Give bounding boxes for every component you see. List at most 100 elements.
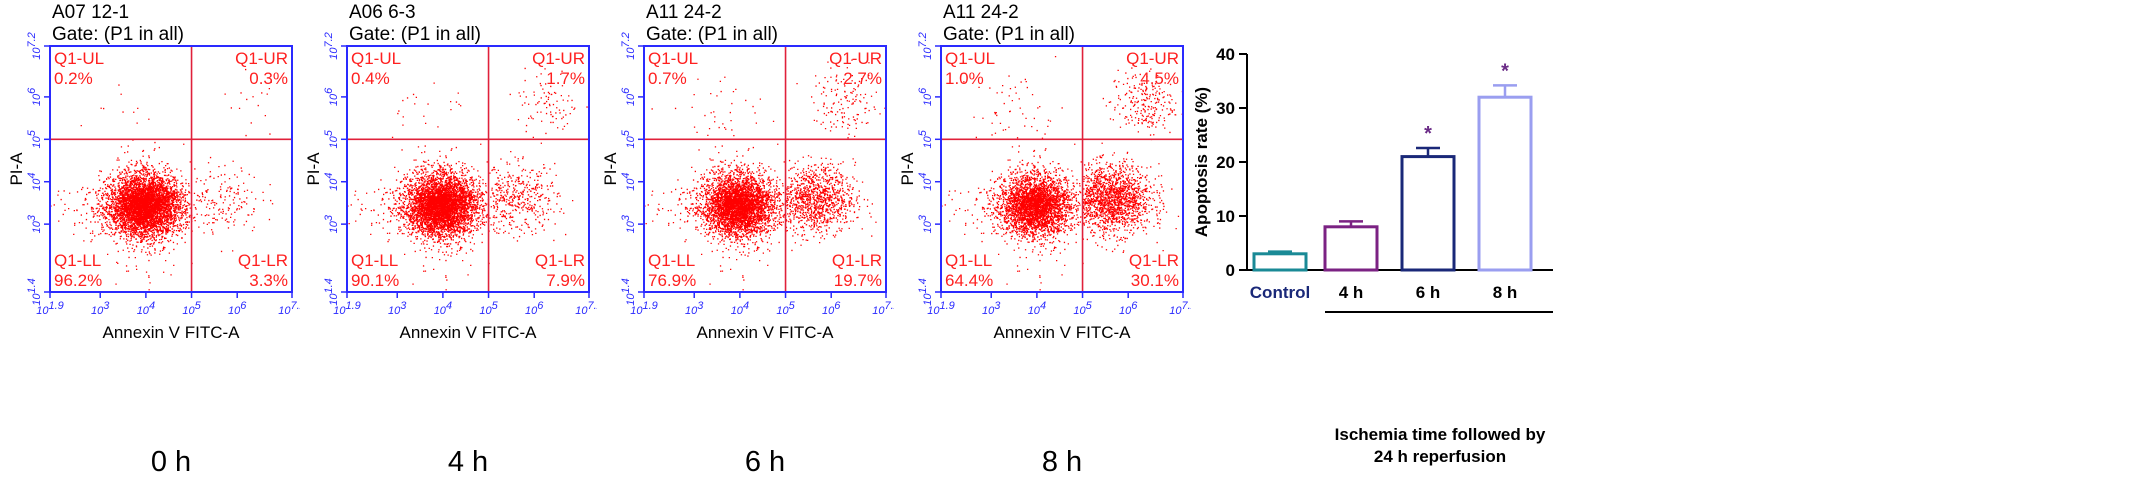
- y-tick-label: 104: [26, 173, 43, 191]
- bar-category-label: 6 h: [1416, 283, 1441, 302]
- quadrant-label-lr: Q1-LR: [535, 251, 585, 270]
- group-caption-line2: 24 h reperfusion: [1373, 447, 1507, 466]
- quadrant-label-ur: Q1-UR: [235, 49, 288, 68]
- quadrant-value-lr: 3.3%: [249, 271, 288, 290]
- apoptosis-bar-chart: 0 10 20 30 40 Apoptosis rate (%) Control 4 h * 6 …: [1192, 45, 1553, 313]
- quadrant-label-ll: Q1-LL: [351, 251, 398, 270]
- x-axis-label: Annexin V FITC-A: [994, 323, 1132, 342]
- quadrant-label-ur: Q1-UR: [532, 49, 585, 68]
- bar-y-tick-label: 40: [1216, 45, 1235, 64]
- y-tick-label: 101.4: [917, 278, 934, 306]
- y-tick-label: 101.4: [620, 278, 637, 306]
- flow-panel-4h: A06 6-3 Gate: (P1 in all) Q1-UL 0.4% Q1-UR…: [297, 0, 597, 493]
- y-tick-label: 106: [917, 87, 934, 106]
- time-label: 4 h: [447, 446, 489, 478]
- time-label: 6 h: [744, 446, 786, 478]
- time-label: 0 h: [150, 446, 192, 478]
- quadrant-label-ll: Q1-LL: [945, 251, 992, 270]
- bar-2: [1400, 155, 1456, 272]
- x-tick-label: 103: [685, 300, 704, 317]
- bar-y-tick-label: 0: [1226, 261, 1235, 280]
- x-tick-label: 104: [434, 300, 452, 317]
- x-tick-label: 104: [137, 300, 155, 317]
- quadrant-label-ur: Q1-UR: [1126, 49, 1179, 68]
- quadrant-label-ll: Q1-LL: [54, 251, 101, 270]
- x-tick-label: 104: [1028, 300, 1046, 317]
- quadrant-label-ul: Q1-UL: [54, 49, 104, 68]
- quadrant-value-ll: 96.2%: [54, 271, 102, 290]
- gate-label: Gate: (P1 in all): [349, 24, 481, 45]
- quadrant-value-ur: 1.7%: [546, 69, 585, 88]
- quadrant-label-lr: Q1-LR: [1129, 251, 1179, 270]
- quadrant-value-ul: 0.7%: [648, 69, 687, 88]
- y-tick-label: 101.4: [26, 278, 43, 306]
- bar-category-label: 8 h: [1493, 283, 1518, 302]
- quadrant-label-lr: Q1-LR: [832, 251, 882, 270]
- y-tick-label: 107.2: [620, 32, 637, 60]
- bar-3: [1477, 95, 1533, 272]
- gate-label: Gate: (P1 in all): [646, 24, 778, 45]
- y-axis-label: PI-A: [304, 152, 323, 186]
- y-axis-label: PI-A: [898, 152, 917, 186]
- group-caption-line1: Ischemia time followed by: [1334, 425, 1546, 444]
- gate-label: Gate: (P1 in all): [52, 24, 184, 45]
- x-tick-label: 107.2: [575, 300, 597, 317]
- x-tick-label: 106: [228, 300, 247, 317]
- y-axis-label: PI-A: [7, 152, 26, 186]
- y-tick-label: 106: [26, 87, 43, 106]
- quadrant-value-ur: 4.5%: [1140, 69, 1179, 88]
- bar-category-label: 4 h: [1339, 283, 1364, 302]
- y-tick-label: 107.2: [323, 32, 340, 60]
- plot-frame: [346, 45, 590, 293]
- y-tick-label: 101.4: [323, 278, 340, 306]
- x-tick-label: 106: [525, 300, 544, 317]
- x-tick-label: 107.2: [1169, 300, 1191, 317]
- y-tick-label: 103: [917, 214, 934, 233]
- bar-y-axis-label: Apoptosis rate (%): [1192, 87, 1211, 237]
- bar-category-label: Control: [1250, 283, 1310, 302]
- x-tick-label: 105: [1073, 300, 1092, 317]
- y-tick-label: 105: [620, 129, 637, 148]
- x-tick-label: 101.9: [333, 300, 361, 317]
- sample-name: A06 6-3: [349, 2, 416, 23]
- x-tick-label: 103: [982, 300, 1001, 317]
- x-tick-label: 106: [1119, 300, 1138, 317]
- y-tick-label: 103: [26, 214, 43, 233]
- y-tick-label: 106: [620, 87, 637, 106]
- x-tick-label: 105: [776, 300, 795, 317]
- quadrant-value-ll: 90.1%: [351, 271, 399, 290]
- x-tick-label: 101.9: [630, 300, 658, 317]
- quadrant-value-ll: 64.4%: [945, 271, 993, 290]
- x-tick-label: 105: [479, 300, 498, 317]
- bar-1: [1323, 225, 1379, 272]
- quadrant-label-ll: Q1-LL: [648, 251, 695, 270]
- flow-panel-8h: A11 24-2 Gate: (P1 in all) Q1-UL 1.0% Q1-U…: [891, 0, 1191, 493]
- gate-label: Gate: (P1 in all): [943, 24, 1075, 45]
- y-tick-label: 104: [620, 173, 637, 191]
- quadrant-label-ul: Q1-UL: [351, 49, 401, 68]
- flow-panel-0h: A07 12-1 Gate: (P1 in all) Q1-UL 0.2% Q1-U…: [0, 0, 300, 493]
- x-tick-label: 103: [91, 300, 110, 317]
- y-tick-label: 106: [323, 87, 340, 106]
- significance-star: *: [1501, 60, 1509, 82]
- quadrant-label-lr: Q1-LR: [238, 251, 288, 270]
- x-tick-label: 105: [182, 300, 201, 317]
- y-tick-label: 104: [323, 173, 340, 191]
- x-tick-label: 101.9: [36, 300, 64, 317]
- y-tick-label: 105: [26, 129, 43, 148]
- x-tick-label: 101.9: [927, 300, 955, 317]
- y-tick-label: 105: [917, 129, 934, 148]
- quadrant-value-ur: 2.7%: [843, 69, 882, 88]
- x-tick-label: 107.2: [872, 300, 894, 317]
- y-tick-label: 103: [323, 214, 340, 233]
- plot-frame: [643, 45, 887, 293]
- quadrant-label-ul: Q1-UL: [648, 49, 698, 68]
- x-tick-label: 106: [822, 300, 841, 317]
- x-axis-label: Annexin V FITC-A: [103, 323, 241, 342]
- quadrant-value-ul: 1.0%: [945, 69, 984, 88]
- time-label: 8 h: [1041, 446, 1083, 478]
- plot-frame: [940, 45, 1184, 293]
